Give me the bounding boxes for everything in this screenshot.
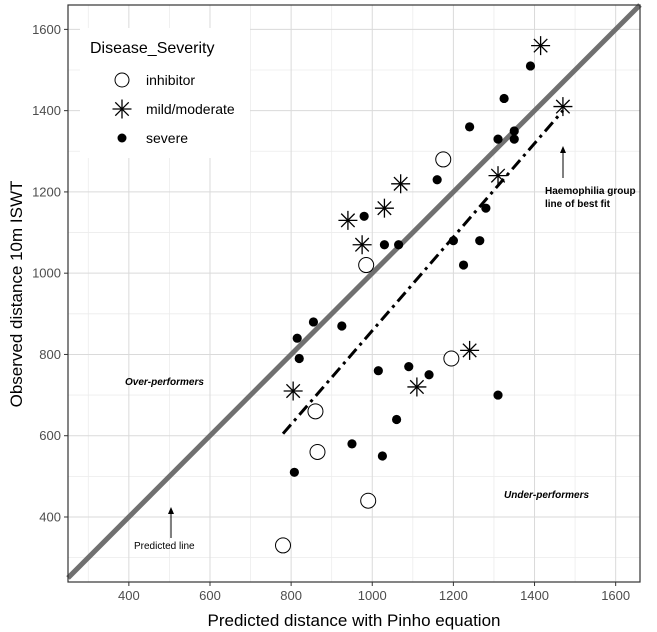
point-mild-moderate	[553, 97, 573, 117]
y-tick-label: 1200	[32, 184, 61, 199]
point-severe	[394, 240, 404, 250]
legend-key-mild-moderate	[112, 99, 132, 119]
point-severe	[294, 353, 304, 364]
point-mild-moderate	[407, 377, 427, 397]
point-mild-moderate	[488, 166, 508, 186]
under-performers-label: Under-performers	[504, 490, 589, 501]
best-fit-line	[281, 109, 565, 435]
point-mild-moderate	[391, 174, 411, 194]
point-mild-moderate	[374, 198, 394, 218]
point-severe	[432, 175, 442, 185]
legend-title: Disease_Severity	[90, 40, 215, 57]
point-inhibitor	[307, 403, 324, 420]
x-tick-label: 1600	[601, 588, 630, 603]
point-severe	[448, 236, 458, 246]
point-inhibitor	[443, 350, 460, 367]
point-inhibitor	[360, 492, 377, 509]
point-severe	[337, 321, 347, 331]
y-tick-label: 1400	[32, 103, 61, 118]
annotations: Haemophilia group line of best fit Predi…	[125, 146, 636, 552]
legend-label-mild-moderate: mild/moderate	[146, 101, 235, 117]
point-mild-moderate	[531, 36, 551, 56]
point-severe	[499, 93, 509, 104]
legend-star-shape	[112, 99, 132, 119]
point-severe	[509, 134, 519, 144]
x-tick-label: 1000	[358, 588, 387, 603]
legend-key-inhibitor	[114, 72, 130, 88]
best-fit-label-line1: Haemophilia group	[545, 186, 636, 197]
predicted-line-label: Predicted line	[134, 541, 195, 552]
point-severe	[424, 370, 434, 380]
point-severe	[377, 451, 387, 461]
data-points	[275, 36, 573, 554]
point-severe	[404, 362, 414, 372]
point-inhibitor	[358, 257, 375, 274]
point-severe	[289, 467, 299, 477]
point-severe	[347, 439, 357, 449]
x-axis-title: Predicted distance with Pinho equation	[208, 611, 501, 630]
legend-label-severe: severe	[146, 130, 188, 146]
point-severe	[359, 211, 369, 221]
x-tick-label: 600	[199, 588, 221, 603]
point-severe	[475, 236, 485, 246]
best-fit-arrow-head	[560, 146, 566, 153]
point-mild-moderate	[460, 340, 480, 360]
point-severe	[525, 61, 536, 71]
point-severe	[465, 122, 475, 132]
reference-lines	[66, 3, 642, 580]
x-tick-label: 400	[118, 588, 140, 603]
point-severe	[308, 317, 319, 327]
point-severe	[509, 126, 519, 136]
x-tick-label: 800	[280, 588, 302, 603]
point-inhibitor	[435, 151, 452, 168]
y-tick-label: 600	[39, 428, 61, 443]
point-severe	[493, 134, 503, 144]
point-severe	[292, 333, 302, 343]
y-tick-label: 1000	[32, 266, 61, 281]
point-inhibitor	[275, 537, 292, 554]
point-severe	[458, 260, 469, 270]
axis-ticks: 400 600 800 1000 1200 1400 1600 400 600 800 1000 12…	[32, 22, 630, 603]
point-severe	[391, 414, 402, 425]
x-tick-label: 1200	[439, 588, 468, 603]
y-tick-label: 800	[39, 347, 61, 362]
legend-background	[80, 28, 250, 158]
point-mild-moderate	[283, 381, 303, 401]
point-severe	[373, 366, 383, 376]
y-tick-label: 400	[39, 509, 61, 524]
y-tick-label: 1600	[32, 22, 61, 37]
over-performers-label: Over-performers	[125, 377, 204, 388]
predicted-arrow-head	[168, 507, 174, 514]
best-fit-label-line2: line of best fit	[545, 199, 611, 210]
legend-key-severe	[117, 133, 127, 143]
x-tick-label: 1400	[520, 588, 549, 603]
point-mild-moderate	[352, 235, 372, 255]
panel-border	[67, 4, 641, 583]
legend-label-inhibitor: inhibitor	[146, 72, 195, 88]
point-mild-moderate	[338, 210, 358, 230]
point-severe	[379, 240, 390, 250]
point-severe	[493, 390, 503, 400]
point-inhibitor	[309, 443, 326, 460]
legend: Disease_Severity inhibitor mild/moderate…	[80, 28, 250, 158]
point-severe	[481, 203, 491, 213]
y-axis-title: Observed distance 10m ISWT	[7, 181, 26, 408]
predicted-line	[66, 3, 642, 580]
